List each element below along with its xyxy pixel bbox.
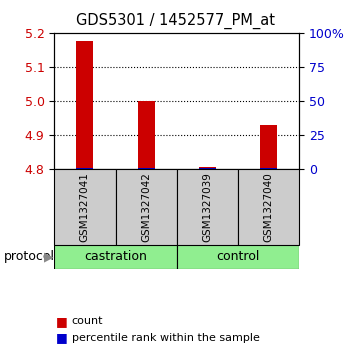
Text: ■: ■ xyxy=(56,331,68,344)
Text: GDS5301 / 1452577_PM_at: GDS5301 / 1452577_PM_at xyxy=(76,13,274,29)
Bar xyxy=(238,169,299,245)
Bar xyxy=(199,167,216,169)
Bar xyxy=(199,168,216,169)
Bar xyxy=(76,41,93,169)
Bar xyxy=(138,168,155,169)
Bar xyxy=(76,168,93,169)
Bar xyxy=(260,125,277,169)
Bar xyxy=(138,101,155,169)
Text: control: control xyxy=(216,250,260,263)
Bar xyxy=(54,245,177,269)
Bar xyxy=(116,169,177,245)
Text: ■: ■ xyxy=(56,315,68,328)
Text: protocol: protocol xyxy=(4,250,55,263)
Text: GSM1327040: GSM1327040 xyxy=(264,172,274,242)
Text: GSM1327039: GSM1327039 xyxy=(202,172,212,242)
Bar xyxy=(54,169,116,245)
Bar xyxy=(177,245,299,269)
Text: count: count xyxy=(72,316,103,326)
Bar xyxy=(177,169,238,245)
Text: GSM1327041: GSM1327041 xyxy=(80,172,90,242)
Bar xyxy=(260,168,277,169)
Text: GSM1327042: GSM1327042 xyxy=(141,172,151,242)
Text: castration: castration xyxy=(84,250,147,263)
Text: ▶: ▶ xyxy=(43,250,53,263)
Text: percentile rank within the sample: percentile rank within the sample xyxy=(72,333,260,343)
